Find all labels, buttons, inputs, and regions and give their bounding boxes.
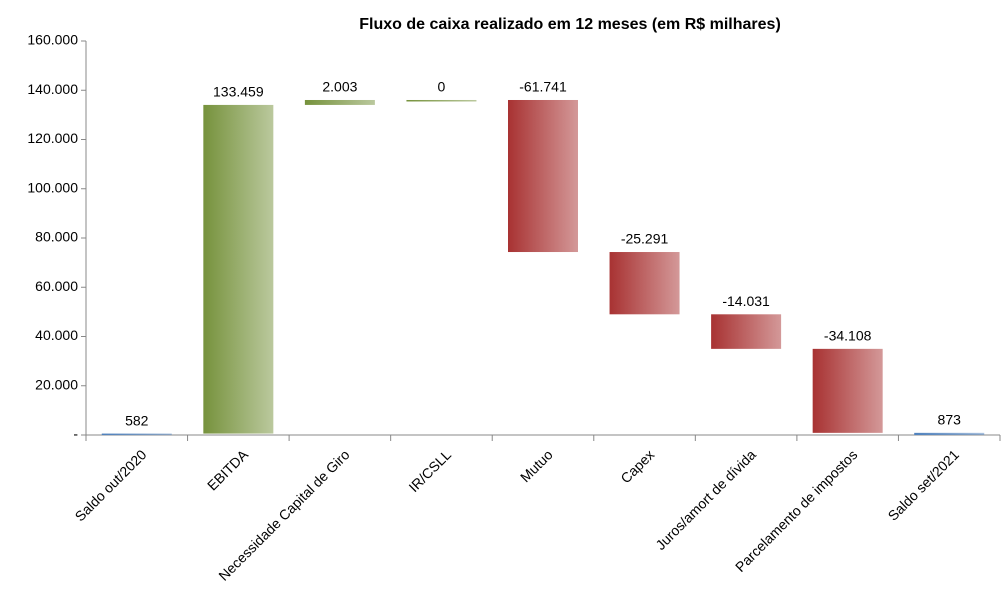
y-tick-label: 120.000 <box>27 130 78 146</box>
y-tick-label: 60.000 <box>35 278 78 294</box>
bar <box>914 432 985 435</box>
value-label: -61.741 <box>519 79 567 95</box>
bar <box>711 314 782 349</box>
chart-title: Fluxo de caixa realizado em 12 meses (em… <box>359 16 781 33</box>
x-tick-label: Capex <box>617 446 657 486</box>
x-tick-label: Mutuo <box>517 446 556 485</box>
value-label: 2.003 <box>322 79 357 95</box>
bar <box>609 252 680 315</box>
x-tick-label: EBITDA <box>204 446 252 494</box>
bar <box>304 99 375 105</box>
value-label: -25.291 <box>621 231 669 247</box>
x-tick-label: Saldo set/2021 <box>885 446 963 524</box>
x-tick-label: IR/CSLL <box>405 446 454 495</box>
value-label: 133.459 <box>213 84 264 100</box>
x-tick-label: Juros/amort de dívida <box>652 446 759 553</box>
bar <box>508 99 578 253</box>
value-label: 873 <box>938 412 962 428</box>
bar <box>101 433 172 436</box>
bar <box>203 104 274 434</box>
y-tick-label: 140.000 <box>27 81 78 97</box>
y-tick-label: - <box>73 426 78 442</box>
bar <box>406 99 477 102</box>
y-tick-label: 160.000 <box>27 32 78 48</box>
value-label: -14.031 <box>722 293 770 309</box>
y-tick-label: 80.000 <box>35 229 78 245</box>
value-label: 0 <box>438 79 446 95</box>
value-label: -34.108 <box>824 328 872 344</box>
y-tick-label: 20.000 <box>35 376 78 392</box>
value-label: 582 <box>125 412 149 428</box>
y-tick-label: 100.000 <box>27 179 78 195</box>
x-tick-label: Saldo out/2020 <box>72 446 150 524</box>
y-tick-label: 40.000 <box>35 327 78 343</box>
x-tick-label: Parcelamento de impostos <box>732 446 861 575</box>
bar <box>812 348 883 433</box>
